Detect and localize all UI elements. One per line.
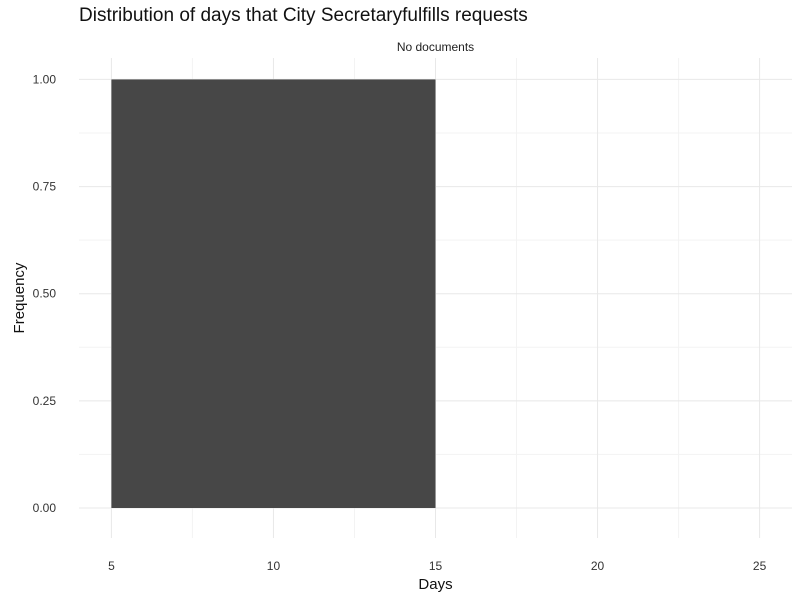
x-tick-label: 25 xyxy=(753,559,767,573)
y-axis-title: Frequency xyxy=(11,262,28,333)
x-tick-label: 20 xyxy=(591,559,605,573)
x-axis-title: Days xyxy=(418,576,452,593)
x-tick-label: 10 xyxy=(267,559,281,573)
chart-title: Distribution of days that City Secretary… xyxy=(79,5,528,26)
x-tick-label: 15 xyxy=(429,559,443,573)
facet-label: No documents xyxy=(397,40,474,54)
y-tick-label: 0.25 xyxy=(33,394,57,408)
bars xyxy=(111,79,436,508)
y-tick-label: 0.50 xyxy=(33,287,57,301)
x-tick-label: 5 xyxy=(108,559,115,573)
y-tick-label: 0.00 xyxy=(33,501,57,515)
histogram-bar xyxy=(111,79,436,508)
y-axis-ticks: 0.00 0.25 0.50 0.75 1.00 xyxy=(33,72,57,515)
y-tick-label: 1.00 xyxy=(33,72,57,86)
y-tick-label: 0.75 xyxy=(33,180,57,194)
x-axis-ticks: 5 10 15 20 25 xyxy=(108,559,767,573)
